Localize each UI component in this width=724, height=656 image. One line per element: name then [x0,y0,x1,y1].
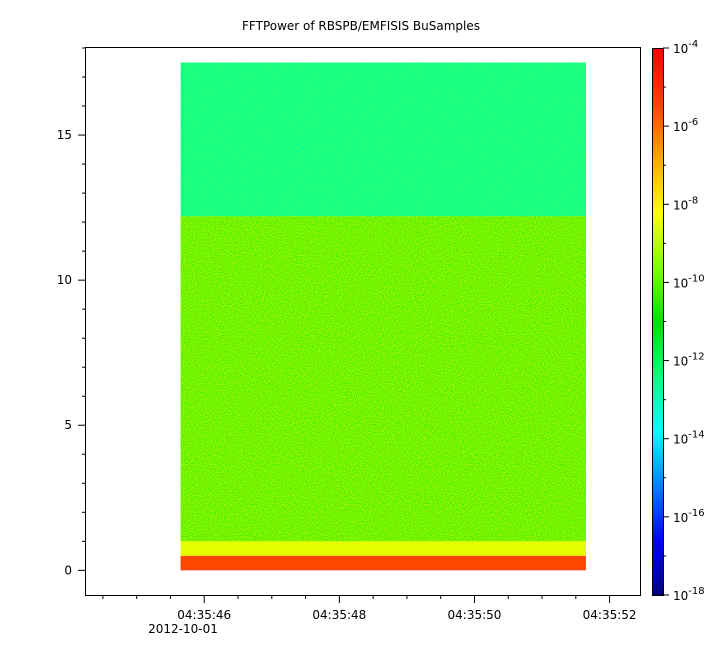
colorbar-tick-label: 10-4 [673,39,698,56]
colorbar-tick-label: 10-16 [673,508,705,525]
colorbar [652,48,664,596]
y-tick-label: 10 [57,273,72,287]
x-tick-label: 04:35:46 [177,608,231,622]
y-tick-label: 15 [57,128,72,142]
x-axis: 04:35:46 04:35:48 04:35:50 04:35:52 [102,595,637,622]
heatmap-region-2 [180,541,586,556]
colorbar-tick-label: 10-14 [673,430,705,447]
heatmap-noise-texture [180,216,586,542]
colorbar-tick-label: 10-10 [673,273,705,290]
y-axis: 0 5 10 15 [57,47,86,577]
x-tick-label: 04:35:50 [448,608,502,622]
y-tick-label: 5 [64,418,72,432]
heatmap-image [180,62,586,571]
heatmap-noise-texture-upper [180,62,586,217]
colorbar-tick-label: 10-6 [673,117,698,134]
colorbar-axis: 10-18 10-16 10-14 10-12 10-10 10-8 10-6 10-4 [663,39,705,603]
x-tick-label: 04:35:48 [312,608,366,622]
colorbar-tick-label: 10-8 [673,195,698,212]
colorbar-tick-label: 10-18 [673,586,705,603]
y-tick-label: 0 [64,563,72,577]
chart-title: FFTPower of RBSPB/EMFISIS BuSamples [242,19,480,33]
x-axis-date-label: 2012-10-01 [148,622,218,636]
heatmap-region-3 [180,555,586,571]
colorbar-tick-label: 10-12 [673,352,705,369]
x-tick-label: 04:35:52 [583,608,637,622]
